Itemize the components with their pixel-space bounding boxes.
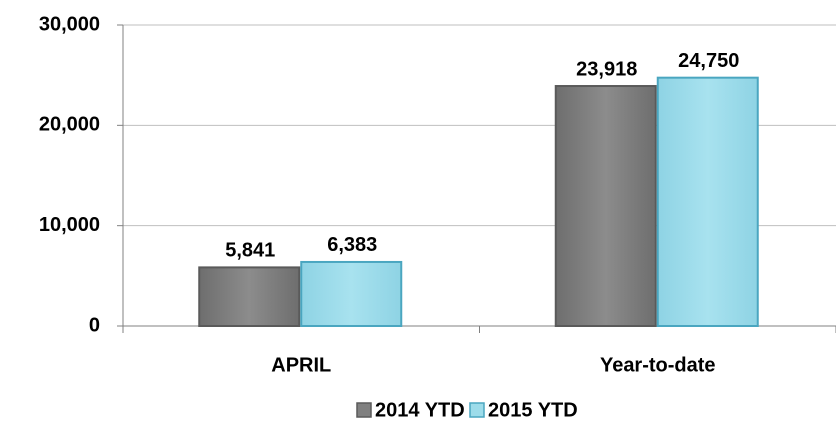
- data-label: 6,383: [327, 234, 377, 256]
- data-label: 24,750: [678, 50, 739, 72]
- bar: [198, 266, 301, 327]
- y-tick-label: 20,000: [39, 114, 100, 136]
- legend-label: 2014 YTD: [375, 399, 465, 421]
- bar: [554, 85, 657, 327]
- x-tick-label: APRIL: [271, 354, 331, 376]
- y-tick-label: 30,000: [39, 13, 100, 35]
- legend-label: 2015 YTD: [488, 399, 578, 421]
- bar: [656, 76, 759, 327]
- legend-swatch: [356, 402, 372, 418]
- bar: [300, 260, 403, 328]
- x-tick-label: Year-to-date: [600, 354, 716, 376]
- data-label: 5,841: [225, 240, 275, 262]
- y-tick-label: 0: [89, 314, 100, 336]
- legend-swatch: [469, 402, 485, 418]
- data-label: 23,918: [576, 58, 637, 80]
- y-tick-label: 10,000: [39, 214, 100, 236]
